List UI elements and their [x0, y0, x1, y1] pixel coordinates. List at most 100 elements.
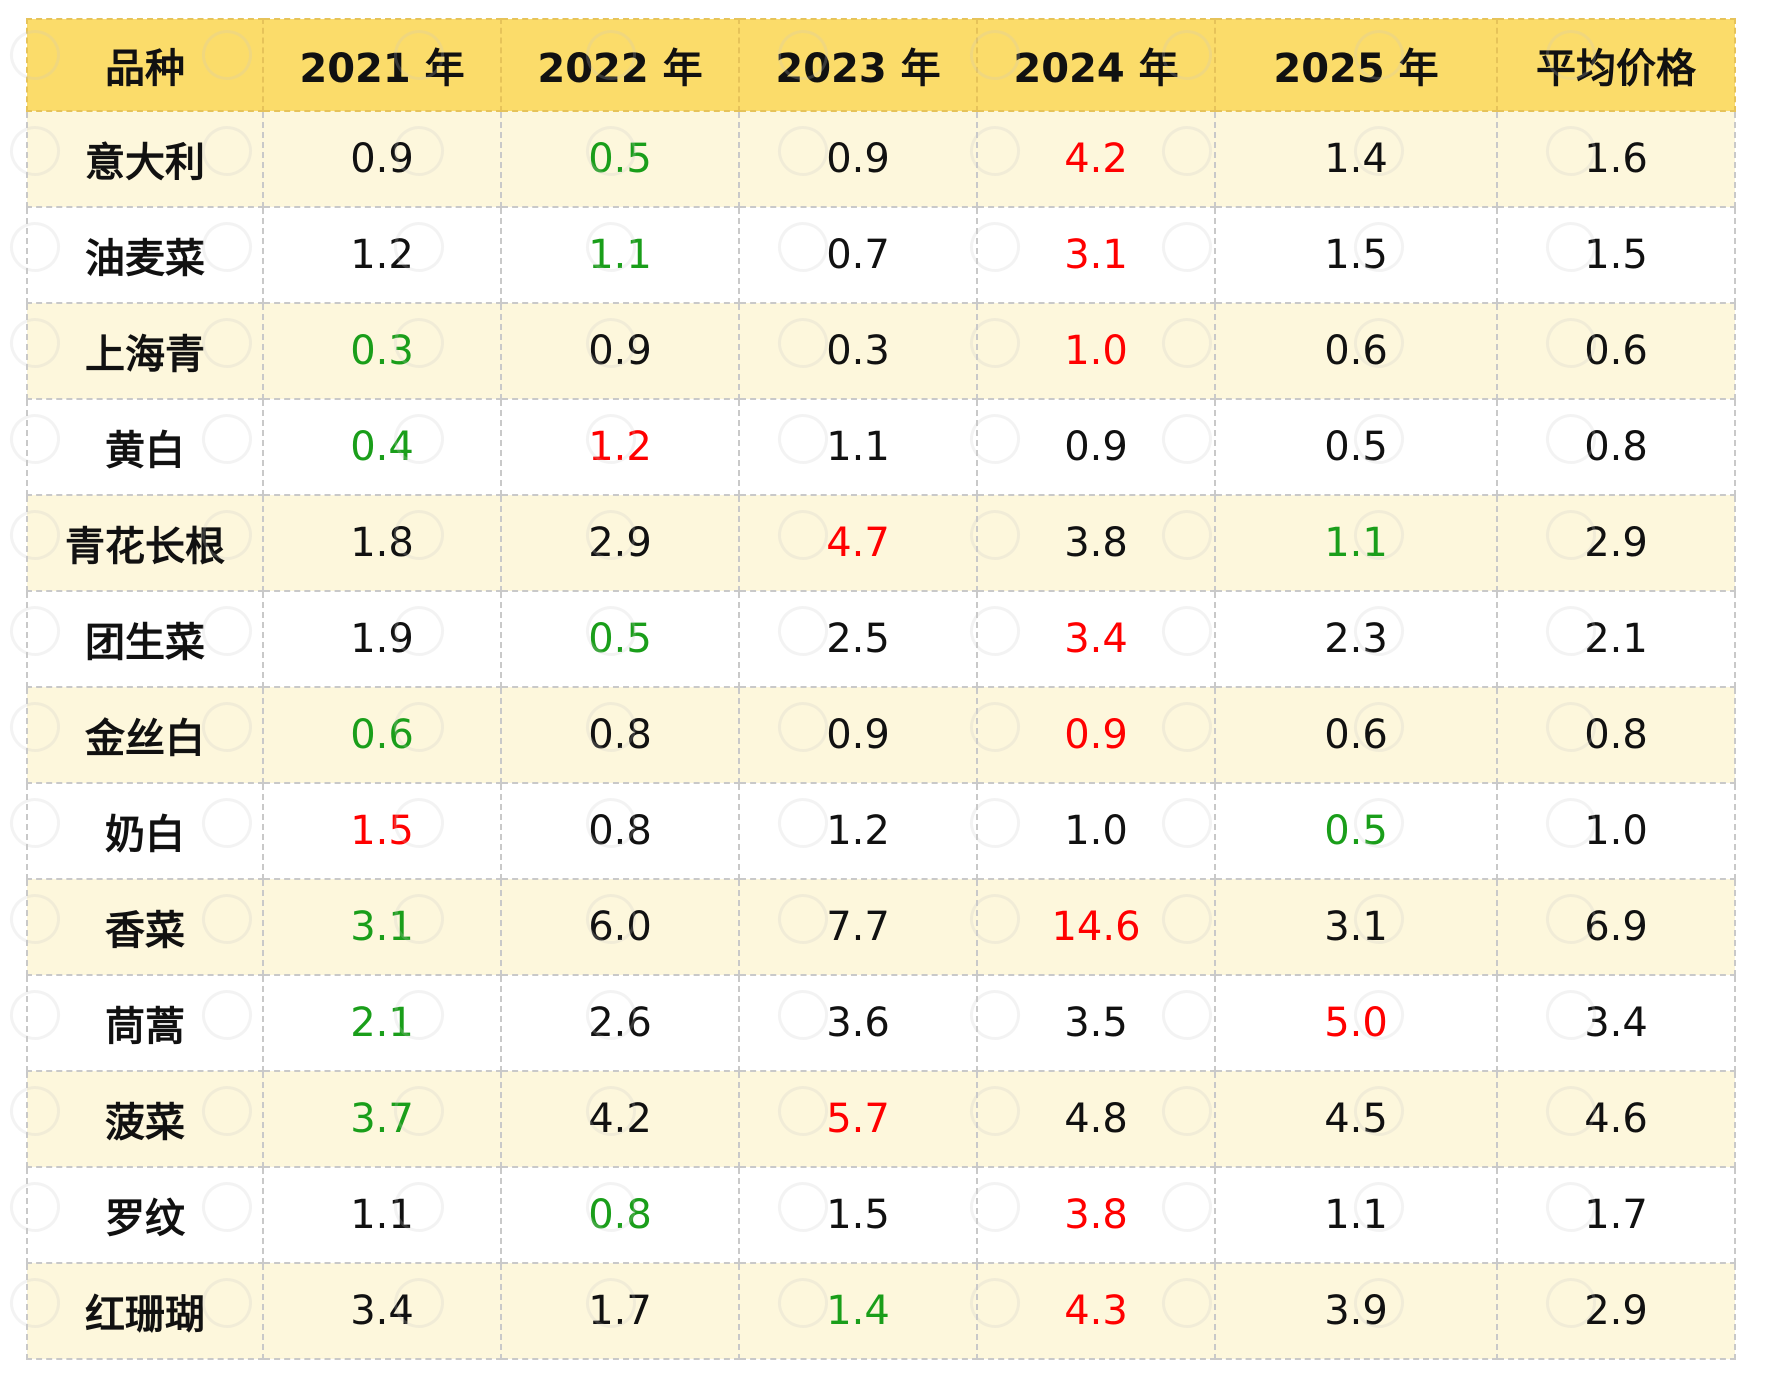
value-cell: 1.7 — [500, 1262, 740, 1360]
value-cell: 1.5 — [738, 1166, 978, 1264]
value-cell: 0.4 — [262, 398, 502, 496]
value-cell: 1.2 — [262, 206, 502, 304]
value-cell: 1.2 — [738, 782, 978, 880]
header-row: 品种 2021 年 2022 年 2023 年 2024 年 2025 年 平均… — [26, 18, 1736, 112]
value-cell: 4.6 — [1496, 1070, 1736, 1168]
table-row: 团生菜 1.9 0.5 2.5 3.4 2.3 2.1 — [26, 590, 1736, 688]
table-row: 茼蒿 2.1 2.6 3.6 3.5 5.0 3.4 — [26, 974, 1736, 1072]
value-cell: 3.5 — [976, 974, 1216, 1072]
value-cell: 3.8 — [976, 1166, 1216, 1264]
table-row: 金丝白 0.6 0.8 0.9 0.9 0.6 0.8 — [26, 686, 1736, 784]
table-row: 红珊瑚 3.4 1.7 1.4 4.3 3.9 2.9 — [26, 1262, 1736, 1360]
value-cell: 1.5 — [1214, 206, 1498, 304]
variety-cell: 罗纹 — [26, 1166, 264, 1264]
header-variety: 品种 — [26, 18, 264, 112]
value-cell: 4.7 — [738, 494, 978, 592]
value-cell: 0.6 — [1496, 302, 1736, 400]
value-cell: 2.3 — [1214, 590, 1498, 688]
variety-cell: 茼蒿 — [26, 974, 264, 1072]
value-cell: 3.8 — [976, 494, 1216, 592]
value-cell: 2.5 — [738, 590, 978, 688]
value-cell: 1.0 — [976, 782, 1216, 880]
value-cell: 1.1 — [1214, 1166, 1498, 1264]
table-row: 上海青 0.3 0.9 0.3 1.0 0.6 0.6 — [26, 302, 1736, 400]
value-cell: 0.9 — [738, 686, 978, 784]
table-row: 黄白 0.4 1.2 1.1 0.9 0.5 0.8 — [26, 398, 1736, 496]
table-row: 罗纹 1.1 0.8 1.5 3.8 1.1 1.7 — [26, 1166, 1736, 1264]
value-cell: 1.7 — [1496, 1166, 1736, 1264]
value-cell: 0.9 — [738, 110, 978, 208]
value-cell: 5.7 — [738, 1070, 978, 1168]
variety-cell: 香菜 — [26, 878, 264, 976]
value-cell: 1.2 — [500, 398, 740, 496]
value-cell: 0.8 — [500, 782, 740, 880]
value-cell: 3.4 — [1496, 974, 1736, 1072]
value-cell: 5.0 — [1214, 974, 1498, 1072]
value-cell: 2.1 — [1496, 590, 1736, 688]
value-cell: 6.9 — [1496, 878, 1736, 976]
value-cell: 0.8 — [1496, 398, 1736, 496]
header-2023: 2023 年 — [738, 18, 978, 112]
value-cell: 0.3 — [738, 302, 978, 400]
value-cell: 0.9 — [500, 302, 740, 400]
value-cell: 1.8 — [262, 494, 502, 592]
value-cell: 0.8 — [500, 686, 740, 784]
value-cell: 2.1 — [262, 974, 502, 1072]
value-cell: 1.1 — [1214, 494, 1498, 592]
value-cell: 2.9 — [500, 494, 740, 592]
variety-cell: 上海青 — [26, 302, 264, 400]
value-cell: 2.9 — [1496, 1262, 1736, 1360]
value-cell: 1.4 — [1214, 110, 1498, 208]
variety-cell: 油麦菜 — [26, 206, 264, 304]
value-cell: 0.9 — [976, 686, 1216, 784]
table-row: 奶白 1.5 0.8 1.2 1.0 0.5 1.0 — [26, 782, 1736, 880]
value-cell: 1.5 — [262, 782, 502, 880]
value-cell: 6.0 — [500, 878, 740, 976]
value-cell: 1.0 — [1496, 782, 1736, 880]
value-cell: 4.8 — [976, 1070, 1216, 1168]
value-cell: 0.8 — [1496, 686, 1736, 784]
variety-cell: 团生菜 — [26, 590, 264, 688]
value-cell: 3.4 — [262, 1262, 502, 1360]
value-cell: 4.3 — [976, 1262, 1216, 1360]
value-cell: 0.5 — [500, 110, 740, 208]
value-cell: 2.9 — [1496, 494, 1736, 592]
value-cell: 1.6 — [1496, 110, 1736, 208]
value-cell: 14.6 — [976, 878, 1216, 976]
value-cell: 0.9 — [976, 398, 1216, 496]
header-2022: 2022 年 — [500, 18, 740, 112]
value-cell: 3.1 — [262, 878, 502, 976]
variety-cell: 青花长根 — [26, 494, 264, 592]
variety-cell: 黄白 — [26, 398, 264, 496]
table-row: 香菜 3.1 6.0 7.7 14.6 3.1 6.9 — [26, 878, 1736, 976]
value-cell: 3.4 — [976, 590, 1216, 688]
value-cell: 0.9 — [262, 110, 502, 208]
header-2024: 2024 年 — [976, 18, 1216, 112]
value-cell: 1.4 — [738, 1262, 978, 1360]
value-cell: 2.6 — [500, 974, 740, 1072]
value-cell: 7.7 — [738, 878, 978, 976]
table-row: 意大利 0.9 0.5 0.9 4.2 1.4 1.6 — [26, 110, 1736, 208]
value-cell: 0.6 — [1214, 302, 1498, 400]
value-cell: 1.9 — [262, 590, 502, 688]
value-cell: 0.5 — [500, 590, 740, 688]
value-cell: 0.6 — [262, 686, 502, 784]
value-cell: 1.1 — [500, 206, 740, 304]
table-row: 油麦菜 1.2 1.1 0.7 3.1 1.5 1.5 — [26, 206, 1736, 304]
variety-cell: 红珊瑚 — [26, 1262, 264, 1360]
value-cell: 1.5 — [1496, 206, 1736, 304]
header-2021: 2021 年 — [262, 18, 502, 112]
table-row: 菠菜 3.7 4.2 5.7 4.8 4.5 4.6 — [26, 1070, 1736, 1168]
value-cell: 3.9 — [1214, 1262, 1498, 1360]
value-cell: 3.1 — [1214, 878, 1498, 976]
value-cell: 3.1 — [976, 206, 1216, 304]
value-cell: 0.5 — [1214, 398, 1498, 496]
variety-cell: 金丝白 — [26, 686, 264, 784]
value-cell: 0.8 — [500, 1166, 740, 1264]
value-cell: 4.2 — [976, 110, 1216, 208]
variety-cell: 菠菜 — [26, 1070, 264, 1168]
header-2025: 2025 年 — [1214, 18, 1498, 112]
value-cell: 0.5 — [1214, 782, 1498, 880]
value-cell: 1.1 — [738, 398, 978, 496]
table-body: 意大利 0.9 0.5 0.9 4.2 1.4 1.6 油麦菜 1.2 1.1 0.7 3.1 1.5 1… — [26, 110, 1736, 1360]
